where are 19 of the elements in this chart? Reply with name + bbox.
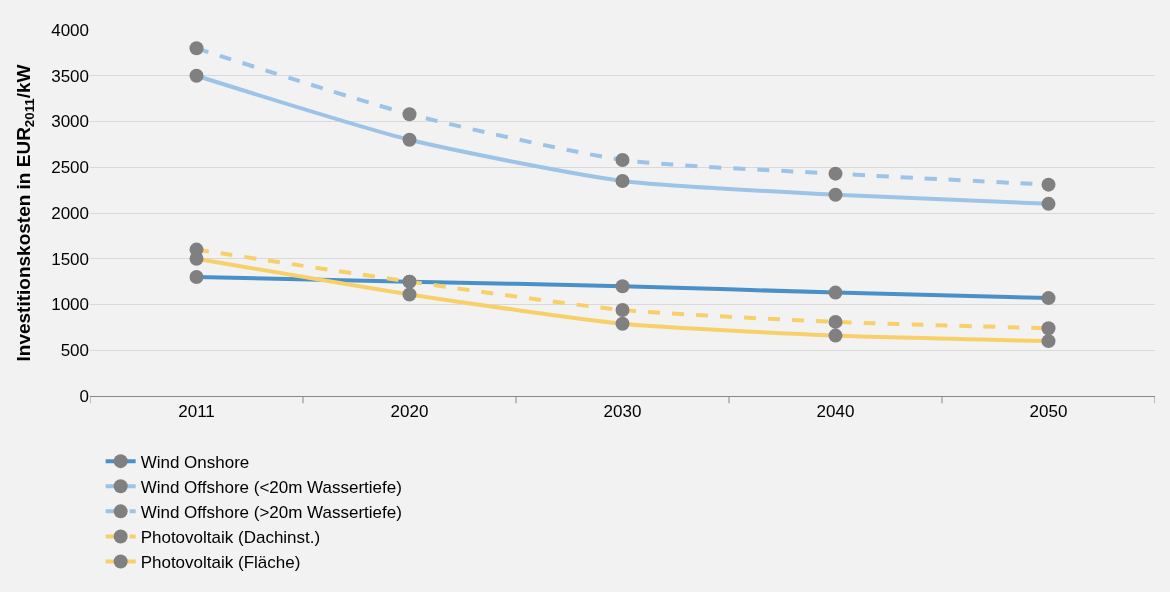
y-tick-label: 0 (79, 386, 89, 406)
legend-label: Wind Offshore (>20m Wassertiefe) (140, 502, 402, 522)
y-tick-label: 500 (60, 341, 89, 361)
y-tick-label: 3000 (51, 112, 89, 132)
legend-label: Photovoltaik (Dachinst.) (140, 528, 321, 548)
legend-label: Photovoltaik (Fläche) (140, 553, 301, 573)
y-tick-label: 2500 (51, 158, 89, 178)
y-tick-label: 3500 (51, 66, 89, 86)
legend-label: Wind Onshore (140, 452, 250, 472)
x-tick-label: 2040 (816, 402, 855, 422)
y-tick-label: 1500 (51, 249, 89, 269)
x-tick-label: 2030 (603, 402, 642, 422)
y-tick-label: 2000 (51, 203, 89, 223)
x-tick-label: 2011 (178, 402, 215, 422)
x-tick-label: 2050 (1029, 402, 1068, 422)
y-tick-label: 1000 (51, 295, 89, 315)
y-tick-label: 4000 (51, 20, 89, 40)
x-tick-label: 2020 (390, 402, 429, 422)
legend-label: Wind Offshore (<20m Wassertiefe) (140, 477, 402, 497)
